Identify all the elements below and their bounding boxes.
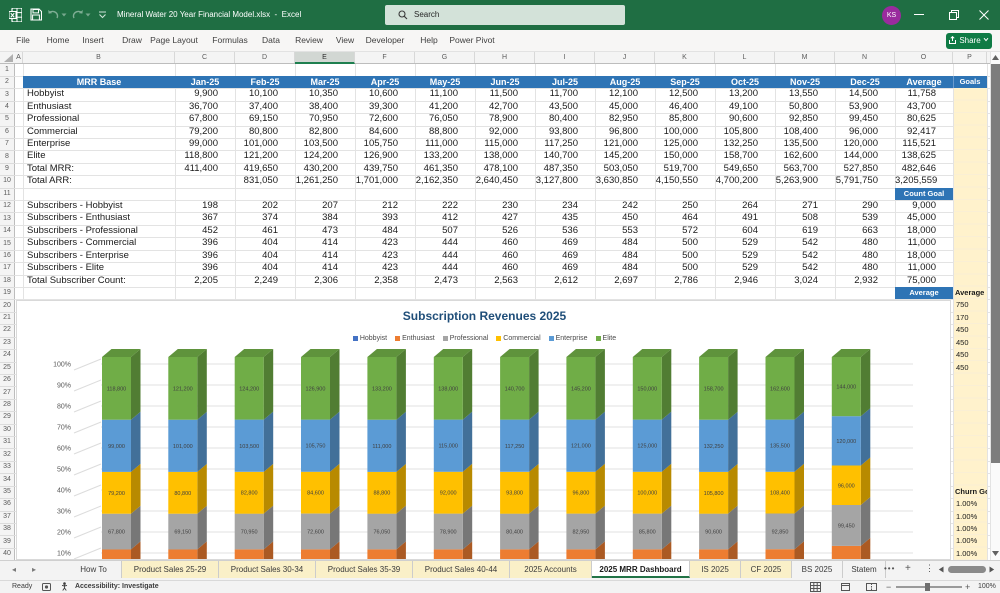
svg-text:111,000: 111,000: [372, 444, 391, 450]
svg-text:92,000: 92,000: [440, 491, 457, 497]
svg-text:103,500: 103,500: [239, 444, 259, 450]
svg-text:125,000: 125,000: [637, 444, 657, 450]
svg-text:101,000: 101,000: [173, 444, 193, 450]
svg-text:121,000: 121,000: [571, 444, 591, 450]
svg-text:80%: 80%: [57, 404, 71, 411]
svg-text:140,700: 140,700: [505, 386, 525, 392]
svg-text:67,800: 67,800: [108, 530, 125, 536]
svg-text:158,700: 158,700: [704, 386, 724, 392]
svg-text:135,500: 135,500: [770, 444, 790, 450]
svg-text:92,850: 92,850: [772, 529, 789, 535]
svg-text:124,200: 124,200: [239, 386, 259, 392]
svg-text:162,600: 162,600: [770, 386, 790, 392]
svg-text:99,450: 99,450: [838, 523, 855, 529]
svg-text:100,000: 100,000: [637, 491, 657, 497]
svg-text:126,900: 126,900: [306, 386, 326, 392]
svg-text:84,600: 84,600: [307, 491, 324, 497]
svg-text:96,000: 96,000: [838, 483, 855, 489]
svg-text:120,000: 120,000: [836, 439, 856, 445]
svg-text:20%: 20%: [57, 530, 71, 537]
svg-text:105,750: 105,750: [306, 444, 326, 450]
svg-text:115,000: 115,000: [438, 444, 457, 450]
svg-text:96,800: 96,800: [572, 491, 589, 497]
svg-text:60%: 60%: [57, 446, 71, 453]
svg-text:144,000: 144,000: [836, 385, 856, 391]
svg-text:93,800: 93,800: [506, 491, 523, 497]
svg-text:40%: 40%: [57, 488, 71, 495]
svg-text:90%: 90%: [57, 383, 71, 390]
svg-text:90,600: 90,600: [705, 530, 722, 536]
svg-text:78,900: 78,900: [440, 530, 457, 536]
svg-text:69,150: 69,150: [174, 530, 191, 536]
svg-text:30%: 30%: [57, 509, 71, 516]
svg-text:72,600: 72,600: [307, 530, 324, 536]
svg-text:121,200: 121,200: [173, 386, 193, 392]
svg-text:88,800: 88,800: [373, 491, 390, 497]
svg-text:10%: 10%: [57, 551, 71, 558]
svg-text:117,250: 117,250: [505, 444, 524, 450]
svg-text:133,200: 133,200: [372, 386, 392, 392]
svg-text:50%: 50%: [57, 467, 71, 474]
svg-text:145,200: 145,200: [571, 386, 591, 392]
svg-text:70%: 70%: [57, 425, 71, 432]
svg-text:150,000: 150,000: [637, 386, 657, 392]
svg-text:108,400: 108,400: [770, 491, 790, 497]
svg-text:105,800: 105,800: [704, 491, 724, 497]
svg-text:99,000: 99,000: [108, 444, 125, 450]
svg-text:100%: 100%: [53, 362, 71, 369]
svg-text:85,800: 85,800: [639, 530, 656, 536]
svg-text:132,250: 132,250: [704, 444, 724, 450]
svg-text:76,050: 76,050: [373, 530, 390, 536]
svg-text:80,400: 80,400: [506, 530, 523, 536]
svg-text:118,800: 118,800: [107, 386, 126, 392]
svg-text:82,800: 82,800: [241, 491, 258, 497]
svg-text:82,950: 82,950: [572, 530, 589, 536]
svg-text:70,950: 70,950: [241, 530, 258, 536]
svg-text:80,800: 80,800: [174, 491, 191, 497]
svg-text:79,200: 79,200: [108, 491, 125, 497]
svg-text:138,000: 138,000: [438, 386, 458, 392]
